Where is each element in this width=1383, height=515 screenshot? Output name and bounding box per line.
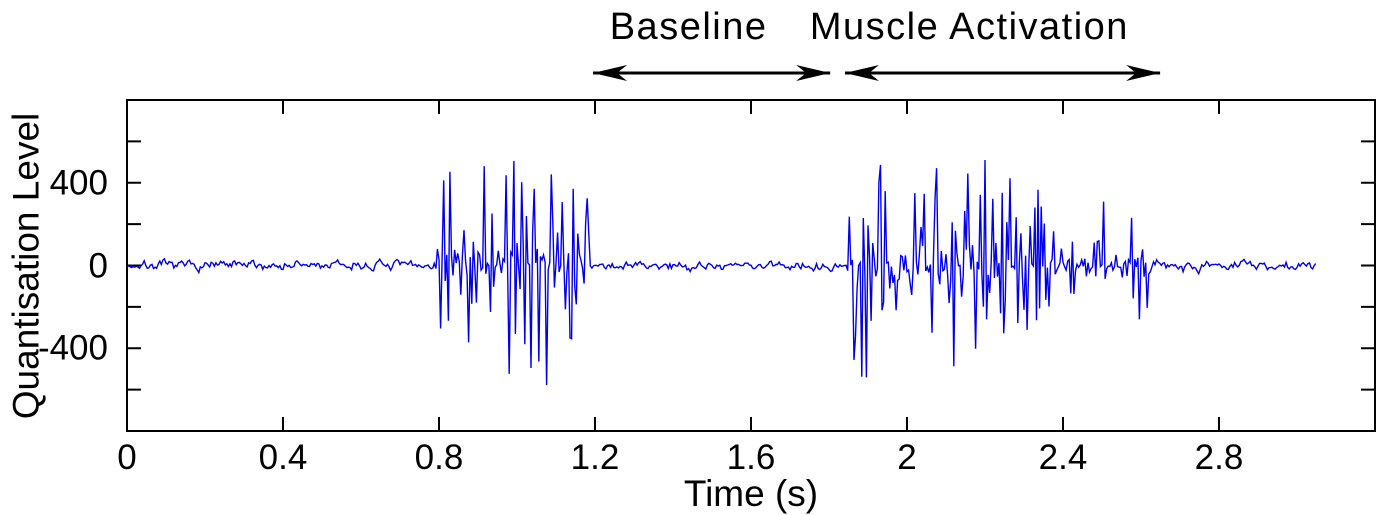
x-tick-label: 1.2 — [570, 438, 620, 477]
x-tick-label: 1.6 — [726, 438, 776, 477]
annotation-baseline-label: Baseline — [609, 6, 768, 48]
x-axis-label: Time (s) — [683, 473, 819, 514]
emg-signal-line — [127, 159, 1317, 386]
y-tick-label: -400 — [37, 328, 108, 368]
x-tick-label: 2.4 — [1038, 438, 1088, 477]
annotation-muscle-activation-label: Muscle Activation — [809, 6, 1129, 48]
y-tick-label: 0 — [88, 246, 108, 285]
x-tick-label: 0.4 — [258, 438, 308, 477]
y-axis-label: Quantisation Level — [5, 112, 47, 420]
x-tick-label: 2.8 — [1194, 438, 1244, 477]
x-tick-label: 0.8 — [414, 438, 464, 477]
x-tick-label: 2 — [897, 438, 917, 477]
y-tick-label: 400 — [49, 163, 108, 203]
x-tick-label: 0 — [117, 438, 137, 477]
